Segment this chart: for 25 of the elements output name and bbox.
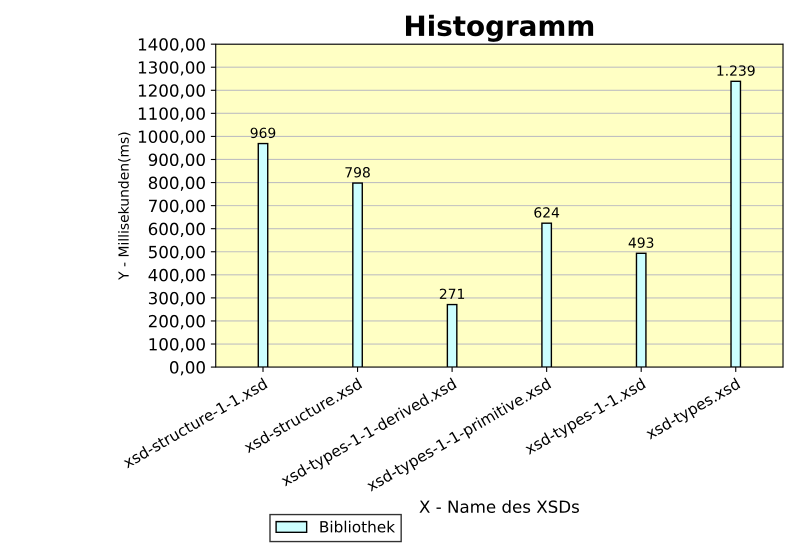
y-tick-label: 0,00 [170, 361, 205, 376]
y-tick-label: 200,00 [148, 314, 205, 330]
y-tick-label: 1300,00 [138, 61, 205, 76]
y-tick-label: 1400,00 [138, 38, 205, 52]
y-tick-label: 1200,00 [138, 84, 205, 99]
x-axis-title: X - Name des XSDs [419, 500, 579, 513]
y-tick-label: 700,00 [149, 200, 205, 214]
y-tick-label: 1100,00 [138, 107, 205, 122]
data-label: 624 [534, 207, 560, 218]
data-label: 271 [440, 288, 464, 299]
y-tick-label: 300,00 [148, 292, 205, 306]
data-label: 969 [250, 128, 276, 138]
y-tick-label: 500,00 [148, 246, 205, 260]
y-tick-label: 400,00 [148, 268, 205, 284]
data-label: 1.239 [717, 65, 755, 76]
data-label: 493 [628, 237, 654, 248]
y-axis-title: Y - Millisekunden(ms) [118, 132, 130, 280]
y-tick-label: 600,00 [148, 222, 205, 237]
chart-title: Histogramm [406, 14, 594, 42]
y-tick-label: 1000,00 [138, 130, 205, 145]
y-tick-label: 800,00 [148, 176, 205, 191]
data-label: 798 [345, 167, 370, 178]
y-tick-label: 900,00 [148, 153, 205, 168]
y-tick-label: 100,00 [150, 338, 205, 352]
legend-label: Bibliothek [320, 520, 396, 533]
